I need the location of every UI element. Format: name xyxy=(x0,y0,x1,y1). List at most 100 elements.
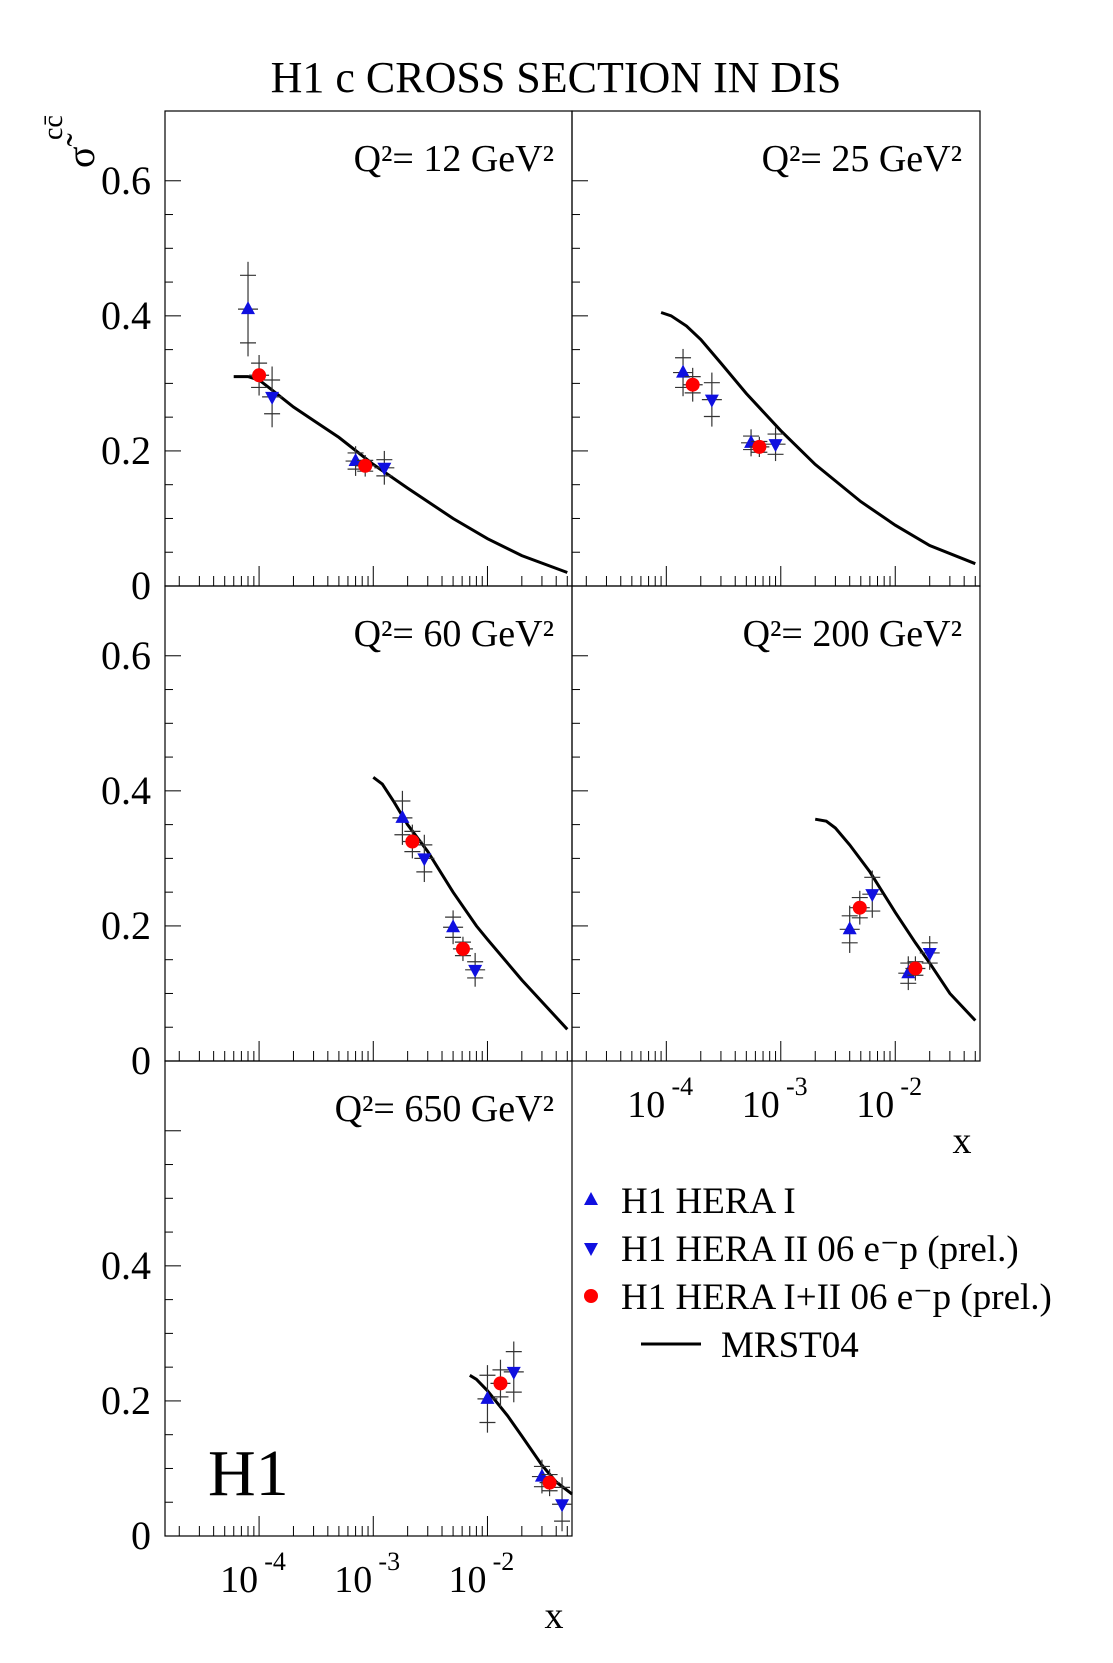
legend-label: H1 HERA II 06 e⁻p (prel.) xyxy=(621,1229,1019,1270)
x-tick-label-exponent: -2 xyxy=(900,1072,922,1101)
data-point-hera2 xyxy=(919,936,940,970)
data-point-hera2 xyxy=(862,870,883,918)
data-point-comb xyxy=(682,367,703,402)
panel-q2-label: Q²= 25 GeV² xyxy=(762,138,962,180)
data-point-comb xyxy=(539,1469,560,1497)
panel-q2-label: Q²= 650 GeV² xyxy=(335,1088,554,1130)
legend-label: H1 HERA I+II 06 e⁻p (prel.) xyxy=(621,1277,1052,1318)
x-tick-label-exponent: -4 xyxy=(671,1072,693,1101)
logo-h1: H1 xyxy=(208,1437,289,1510)
panel-frame xyxy=(164,110,573,587)
circle-marker xyxy=(493,1376,508,1391)
triangle-up-marker xyxy=(446,919,461,933)
data-point-hera2 xyxy=(374,450,395,485)
x-axis-title: x xyxy=(545,1595,564,1637)
data-point-comb xyxy=(402,824,423,859)
panel-q2-label: Q²= 200 GeV² xyxy=(743,613,962,655)
data-point-comb xyxy=(905,956,926,981)
triangle-down-marker xyxy=(555,1499,570,1513)
data-point-comb xyxy=(452,936,473,962)
y-tick-label: 0 xyxy=(131,1038,151,1083)
panel-3: 0 0.2 0.4 0.6 0 Q²= 60 GeV² xyxy=(101,563,573,1083)
data-point-hera1 xyxy=(477,1365,498,1433)
x-axis-title: x xyxy=(953,1120,972,1162)
x-tick-label-base: 10 xyxy=(448,1559,486,1601)
triangle-down-marker xyxy=(265,391,280,405)
circle-marker xyxy=(405,834,420,849)
x-tick-label-base: 10 xyxy=(856,1084,894,1126)
legend-entry-comb: H1 HERA I+II 06 e⁻p (prel.) xyxy=(584,1277,1052,1318)
circle-marker xyxy=(752,439,767,454)
y-tick-label: 0.4 xyxy=(101,293,151,338)
triangle-down-marker xyxy=(922,947,937,961)
data-point-hera1 xyxy=(392,790,413,845)
data-point-comb xyxy=(490,1359,511,1408)
triangle-up-marker xyxy=(241,301,256,315)
circle-marker xyxy=(908,961,923,976)
chart-title: H1 c CROSS SECTION IN DIS xyxy=(271,53,842,102)
data-point-hera2 xyxy=(465,952,486,987)
data-point-comb xyxy=(849,890,870,925)
data-point-hera1 xyxy=(443,910,464,945)
x-tick-label-exponent: -4 xyxy=(264,1547,286,1576)
data-point-hera2 xyxy=(701,372,722,427)
legend-marker xyxy=(584,1243,598,1256)
circle-marker xyxy=(455,941,470,956)
legend-marker xyxy=(584,1289,598,1303)
triangle-down-marker xyxy=(768,439,783,453)
y-tick-label: 0 xyxy=(131,563,151,608)
y-axis-title-subscript: cc̄ xyxy=(38,115,69,140)
panel-1: 0.2 0.4 0.6 Q²= 12 GeV² xyxy=(101,110,573,587)
data-point-hera2 xyxy=(503,1341,524,1403)
data-point-hera2 xyxy=(552,1477,573,1532)
y-tick-label: 0.2 xyxy=(101,1378,151,1423)
data-point-hera1 xyxy=(238,261,259,357)
panel-q2-label: Q²= 12 GeV² xyxy=(354,138,554,180)
panel-2: Q²= 25 GeV² xyxy=(571,110,981,587)
legend-entry-mrst: MRST04 xyxy=(641,1325,859,1366)
panel-frame xyxy=(571,585,981,1062)
triangle-down-marker xyxy=(865,889,880,903)
circle-marker xyxy=(685,377,700,392)
data-point-comb xyxy=(249,355,270,396)
data-point-comb xyxy=(749,436,770,458)
panel-frame xyxy=(164,585,573,1062)
data-point-hera2 xyxy=(765,427,786,462)
data-point-hera2 xyxy=(414,834,435,883)
mrst04-curve xyxy=(469,1374,573,1496)
legend-marker xyxy=(584,1192,598,1205)
data-point-hera1 xyxy=(673,348,694,397)
triangle-down-marker xyxy=(506,1366,521,1380)
mrst04-curve xyxy=(660,311,976,566)
legend-entry-hera1: H1 HERA I xyxy=(584,1181,796,1222)
y-tick-label: 0.4 xyxy=(101,768,151,813)
triangle-down-marker xyxy=(704,394,719,408)
triangle-up-marker xyxy=(480,1390,495,1404)
x-tick-label-base: 10 xyxy=(627,1084,665,1126)
mrst04-curve xyxy=(372,776,569,1031)
data-point-hera2 xyxy=(262,366,283,428)
legend-label: H1 HERA I xyxy=(621,1181,796,1222)
mrst04-curve xyxy=(233,375,568,574)
y-tick-label: 0.4 xyxy=(101,1243,151,1288)
legend-label: MRST04 xyxy=(721,1325,859,1366)
x-tick-label-base: 10 xyxy=(220,1559,258,1601)
x-tick-label-exponent: -3 xyxy=(378,1547,400,1576)
triangle-down-marker xyxy=(417,853,432,867)
triangle-up-marker xyxy=(676,364,691,378)
x-tick-label-exponent: -3 xyxy=(786,1072,808,1101)
data-point-hera1 xyxy=(839,905,860,953)
mrst04-curve xyxy=(814,817,977,1022)
legend-entry-hera2: H1 HERA II 06 e⁻p (prel.) xyxy=(584,1229,1019,1270)
y-tick-label: 0.6 xyxy=(101,158,151,203)
legend: H1 HERA I H1 HERA II 06 e⁻p (prel.) H1 HER… xyxy=(584,1181,1052,1366)
y-tick-label: 0 xyxy=(131,1513,151,1558)
circle-marker xyxy=(852,900,867,915)
y-tick-label: 0.2 xyxy=(101,903,151,948)
data-point-comb xyxy=(355,454,376,477)
circle-marker xyxy=(358,458,373,473)
circle-marker xyxy=(252,368,267,383)
x-tick-label-base: 10 xyxy=(334,1559,372,1601)
